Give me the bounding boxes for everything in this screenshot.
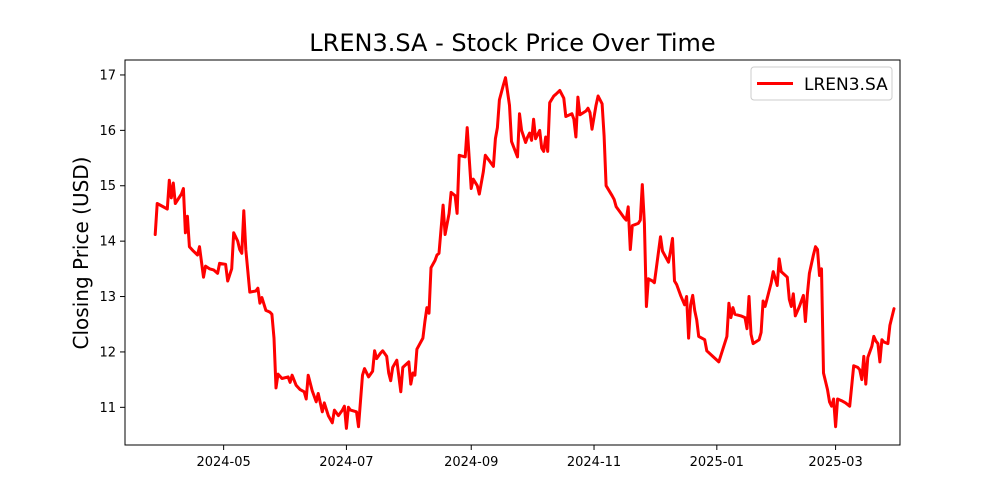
- y-tick-label-4: 15: [99, 179, 116, 194]
- plot-frame: [124, 59, 901, 446]
- legend-box: [750, 66, 893, 101]
- y-tick-label-6: 17: [99, 68, 116, 83]
- chart-title: LREN3.SA - Stock Price Over Time: [309, 29, 715, 57]
- y-tick-label-1: 12: [99, 345, 116, 360]
- y-tick-label-2: 13: [99, 290, 116, 305]
- x-tick-label-2: 2024-09: [444, 455, 498, 470]
- x-tick-label-3: 2024-11: [567, 455, 621, 470]
- y-tick-label-3: 14: [99, 235, 116, 250]
- x-tick-label-4: 2025-01: [690, 455, 744, 470]
- legend: LREN3.SA: [750, 66, 893, 101]
- axes: 2024-05 2024-07 2024-09 2024-11 2025-01 2025-…: [99, 59, 901, 470]
- y-axis-label: Closing Price (USD): [69, 157, 93, 350]
- x-tick-label-0: 2024-05: [196, 455, 250, 470]
- plot-area: [153, 76, 896, 430]
- x-tick-label-1: 2024-07: [319, 455, 373, 470]
- x-tick-label-5: 2025-03: [808, 455, 862, 470]
- y-tick-label-0: 11: [99, 401, 116, 416]
- legend-label-0: LREN3.SA: [804, 75, 888, 95]
- y-tick-label-5: 16: [99, 124, 116, 139]
- series-line-0: [153, 76, 896, 430]
